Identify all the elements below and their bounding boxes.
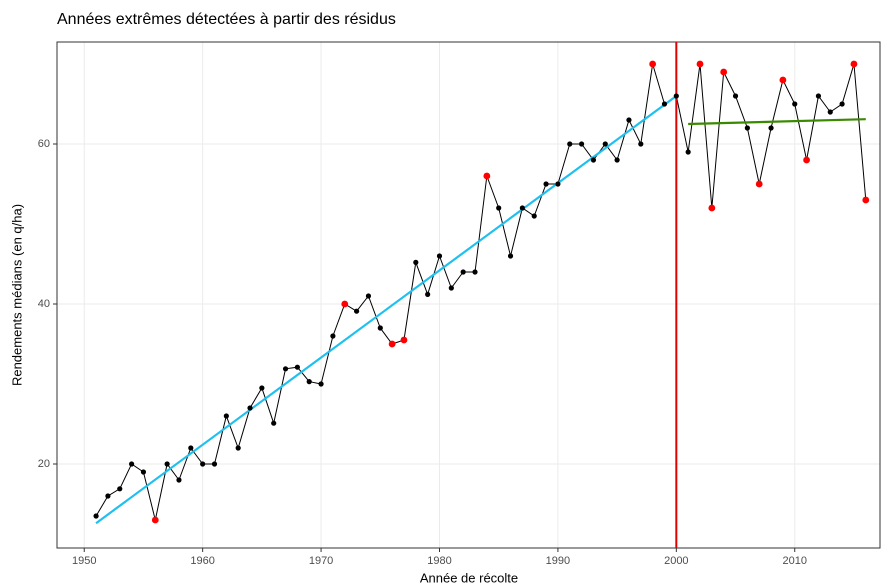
data-point <box>555 181 561 187</box>
data-point <box>483 172 491 180</box>
data-point <box>779 76 787 84</box>
data-point <box>365 293 372 299</box>
data-point <box>176 477 182 483</box>
y-tick-label: 20 <box>38 458 50 470</box>
data-point <box>330 333 336 339</box>
data-point <box>696 60 704 68</box>
data-point <box>129 461 135 467</box>
data-point <box>472 269 478 275</box>
data-point <box>318 381 324 387</box>
data-point <box>341 300 349 308</box>
data-point <box>649 60 657 68</box>
panel-border <box>56 41 881 549</box>
data-point <box>151 516 159 524</box>
y-tick-label: 60 <box>38 138 50 150</box>
data-point <box>661 101 668 107</box>
trend-line <box>95 95 677 525</box>
data-point <box>744 125 750 131</box>
data-point <box>720 68 728 76</box>
x-tick-label: 1970 <box>309 555 333 567</box>
y-tick-label: 40 <box>38 298 50 310</box>
x-tick-label: 1980 <box>427 555 451 567</box>
data-point <box>531 213 537 219</box>
data-point <box>673 93 679 99</box>
data-point <box>614 157 620 163</box>
data-point <box>400 336 408 344</box>
data-point <box>282 366 289 372</box>
data-point <box>862 196 870 204</box>
data-point <box>602 141 608 147</box>
data-point <box>496 205 502 211</box>
data-point <box>377 325 383 331</box>
data-point <box>448 285 454 291</box>
data-point <box>815 93 822 99</box>
x-tick-label: 2010 <box>782 555 806 567</box>
x-tick-label: 1990 <box>546 555 570 567</box>
data-point <box>839 101 845 107</box>
data-point <box>590 157 597 163</box>
data-point <box>436 253 443 259</box>
data-point <box>425 291 431 297</box>
data-point <box>768 125 774 131</box>
data-point <box>755 180 763 188</box>
data-point <box>164 461 170 467</box>
trend-line <box>688 118 866 126</box>
data-point <box>93 513 99 519</box>
data-point <box>388 340 396 348</box>
data-point <box>507 253 514 259</box>
data-point <box>708 204 716 212</box>
data-point <box>638 141 644 147</box>
x-axis-label: Année de récolte <box>420 570 518 585</box>
data-point <box>235 445 241 451</box>
data-point <box>105 493 111 499</box>
data-point <box>294 364 300 370</box>
data-point <box>792 101 798 107</box>
x-tick-label: 1960 <box>190 555 214 567</box>
data-point <box>353 308 360 314</box>
data-point <box>827 109 833 115</box>
data-point <box>519 205 525 211</box>
data-point <box>626 117 632 123</box>
data-point <box>850 60 858 68</box>
chart-title: Années extrêmes détectées à partir des r… <box>57 11 396 28</box>
data-point <box>200 461 206 467</box>
data-point <box>543 181 549 187</box>
y-axis-label: Rendements médians (en q/ha) <box>9 204 24 386</box>
data-point <box>140 469 147 475</box>
data-point <box>460 269 466 275</box>
data-point <box>117 486 123 492</box>
data-point <box>306 379 312 385</box>
data-point <box>247 405 253 411</box>
data-point <box>211 461 218 467</box>
data-point <box>578 141 585 147</box>
x-tick-label: 2000 <box>664 555 688 567</box>
data-point <box>413 259 419 265</box>
data-point <box>223 413 229 419</box>
data-point <box>732 93 739 99</box>
data-point <box>685 149 691 155</box>
data-point <box>803 156 810 164</box>
data-point <box>567 141 573 147</box>
data-point <box>188 445 194 451</box>
data-point <box>271 420 277 426</box>
data-point <box>259 385 265 391</box>
series-line <box>95 63 867 521</box>
x-tick-label: 1950 <box>72 555 96 567</box>
